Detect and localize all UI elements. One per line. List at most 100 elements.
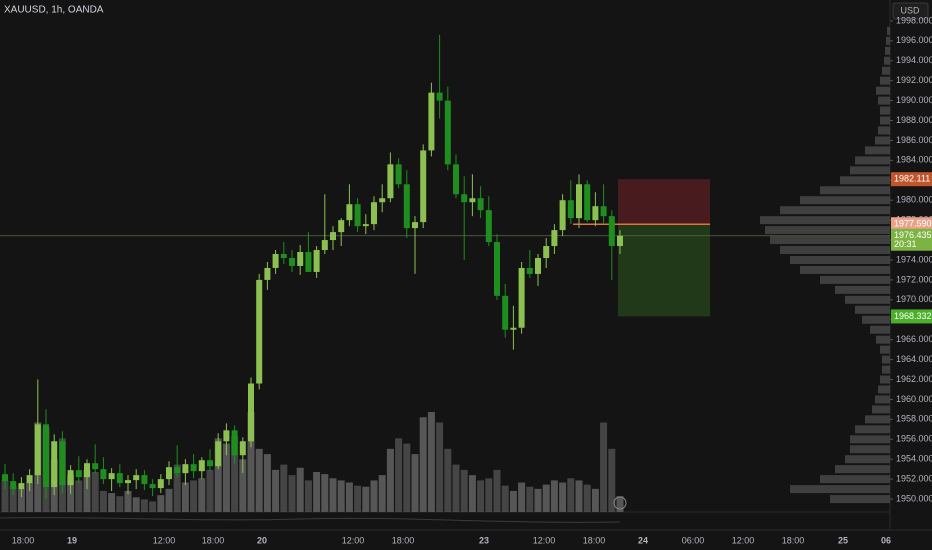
profile-bar	[878, 96, 890, 105]
price-label-box	[891, 228, 932, 251]
candle-body	[43, 424, 49, 488]
price-label-box	[891, 172, 932, 187]
candle-body	[494, 242, 500, 296]
x-tick-label: 12:00	[153, 535, 176, 545]
volume-bar	[272, 469, 280, 512]
volume-bar	[345, 482, 353, 512]
candle-body	[584, 184, 591, 221]
candle-body	[453, 164, 459, 195]
candle-body	[371, 202, 377, 225]
profile-bar	[880, 106, 890, 115]
profile-bar	[878, 385, 890, 394]
volume-bar	[436, 422, 444, 512]
volume-bar	[255, 448, 263, 512]
volume-bar	[1, 480, 9, 512]
volume-bar	[222, 443, 230, 512]
candle-body	[125, 480, 131, 484]
y-tick-label: 1952.000	[896, 474, 932, 484]
indicator-line	[0, 517, 621, 523]
x-tick-label: 12:00	[732, 535, 755, 545]
candle-body	[543, 246, 550, 258]
candle-body	[502, 295, 509, 330]
candle-body	[182, 464, 189, 474]
candle-body	[215, 441, 222, 467]
x-tick-label: 06	[881, 535, 891, 545]
profile-bar	[885, 46, 890, 55]
volume-bar	[108, 493, 116, 512]
volume-bar	[280, 464, 288, 512]
candle-body	[576, 184, 582, 219]
y-tick-label: 1956.000	[896, 434, 932, 444]
candle-body	[289, 257, 295, 266]
volume-bar	[329, 478, 337, 512]
profile-bar	[875, 136, 890, 145]
candle-body	[272, 254, 279, 268]
volume-bar	[116, 496, 124, 512]
volume-bar	[559, 482, 567, 512]
profile-bar	[880, 116, 890, 125]
volume-bar	[550, 480, 558, 512]
y-tick-label: 1984.000	[896, 155, 932, 165]
candle-body	[617, 235, 623, 247]
candle-body	[461, 194, 468, 203]
candle-body	[256, 279, 263, 384]
volume-bar	[99, 490, 107, 512]
volume-bar	[132, 497, 140, 512]
volume-bar	[460, 469, 468, 512]
candle-body	[338, 220, 345, 233]
candle-body	[535, 257, 541, 274]
profile-bar	[780, 206, 890, 215]
profile-bar	[862, 315, 890, 324]
x-tick-label: 18:00	[392, 535, 415, 545]
currency-box[interactable]	[892, 2, 929, 20]
profile-bar	[780, 246, 890, 255]
currency[interactable]: USD	[900, 5, 920, 15]
candle-body	[75, 470, 82, 478]
y-tick-label: 1958.000	[896, 414, 932, 424]
candle-body	[59, 441, 66, 486]
volume-bar	[452, 464, 460, 512]
profile-bar	[865, 415, 890, 424]
alert-icon[interactable]	[613, 496, 627, 510]
profile-bar	[887, 26, 890, 35]
volume-bar	[403, 443, 411, 512]
candle-body	[395, 164, 402, 185]
volume-bar	[157, 495, 165, 512]
candle-body	[2, 474, 8, 482]
y-tick-label: 1954.000	[896, 454, 932, 464]
volume-bar	[75, 480, 83, 512]
candle-body	[157, 479, 164, 489]
volume-bar	[583, 484, 591, 512]
volume-bar	[542, 484, 550, 512]
candle-body	[26, 475, 33, 484]
profile-bar	[760, 216, 890, 225]
candle-body	[412, 222, 418, 229]
y-tick-label: 1992.000	[896, 75, 932, 85]
y-tick-label: 1996.000	[896, 35, 932, 45]
profile-bar	[820, 275, 890, 284]
profile-bar	[878, 126, 890, 135]
volume-bar	[181, 482, 189, 512]
candle-body	[510, 327, 517, 330]
candle-body	[239, 441, 246, 456]
profile-bar	[820, 186, 890, 195]
candle-body	[518, 267, 525, 328]
y-tick-label: 1964.000	[896, 354, 932, 364]
profile-bar	[845, 455, 890, 464]
profile-bar	[882, 355, 890, 364]
candle-body	[379, 198, 386, 203]
volume-bar	[124, 490, 132, 512]
candle-body	[280, 254, 287, 258]
profile-bar	[875, 395, 890, 404]
volume-bar	[493, 469, 501, 512]
y-tick-label: 1990.000	[896, 95, 932, 105]
volume-bar	[378, 475, 386, 512]
profile-bar	[840, 176, 890, 185]
candle-body	[207, 460, 213, 467]
y-tick-label: 1986.000	[896, 135, 932, 145]
x-tick-label: 25	[838, 535, 848, 545]
candle-body	[190, 464, 197, 472]
candle-body	[592, 206, 599, 221]
volume-bar	[190, 480, 198, 512]
